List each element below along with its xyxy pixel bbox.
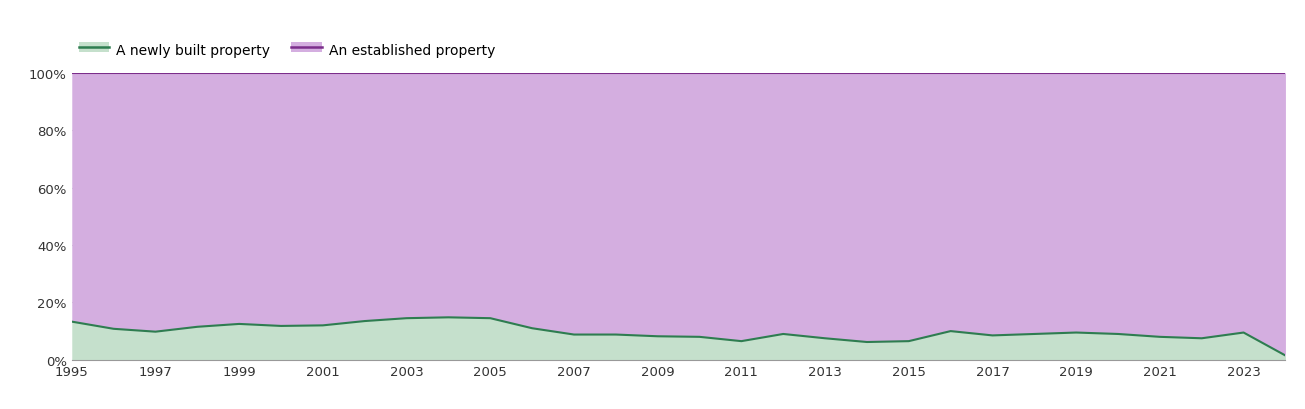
Legend: A newly built property, An established property: A newly built property, An established p… [78, 44, 495, 58]
